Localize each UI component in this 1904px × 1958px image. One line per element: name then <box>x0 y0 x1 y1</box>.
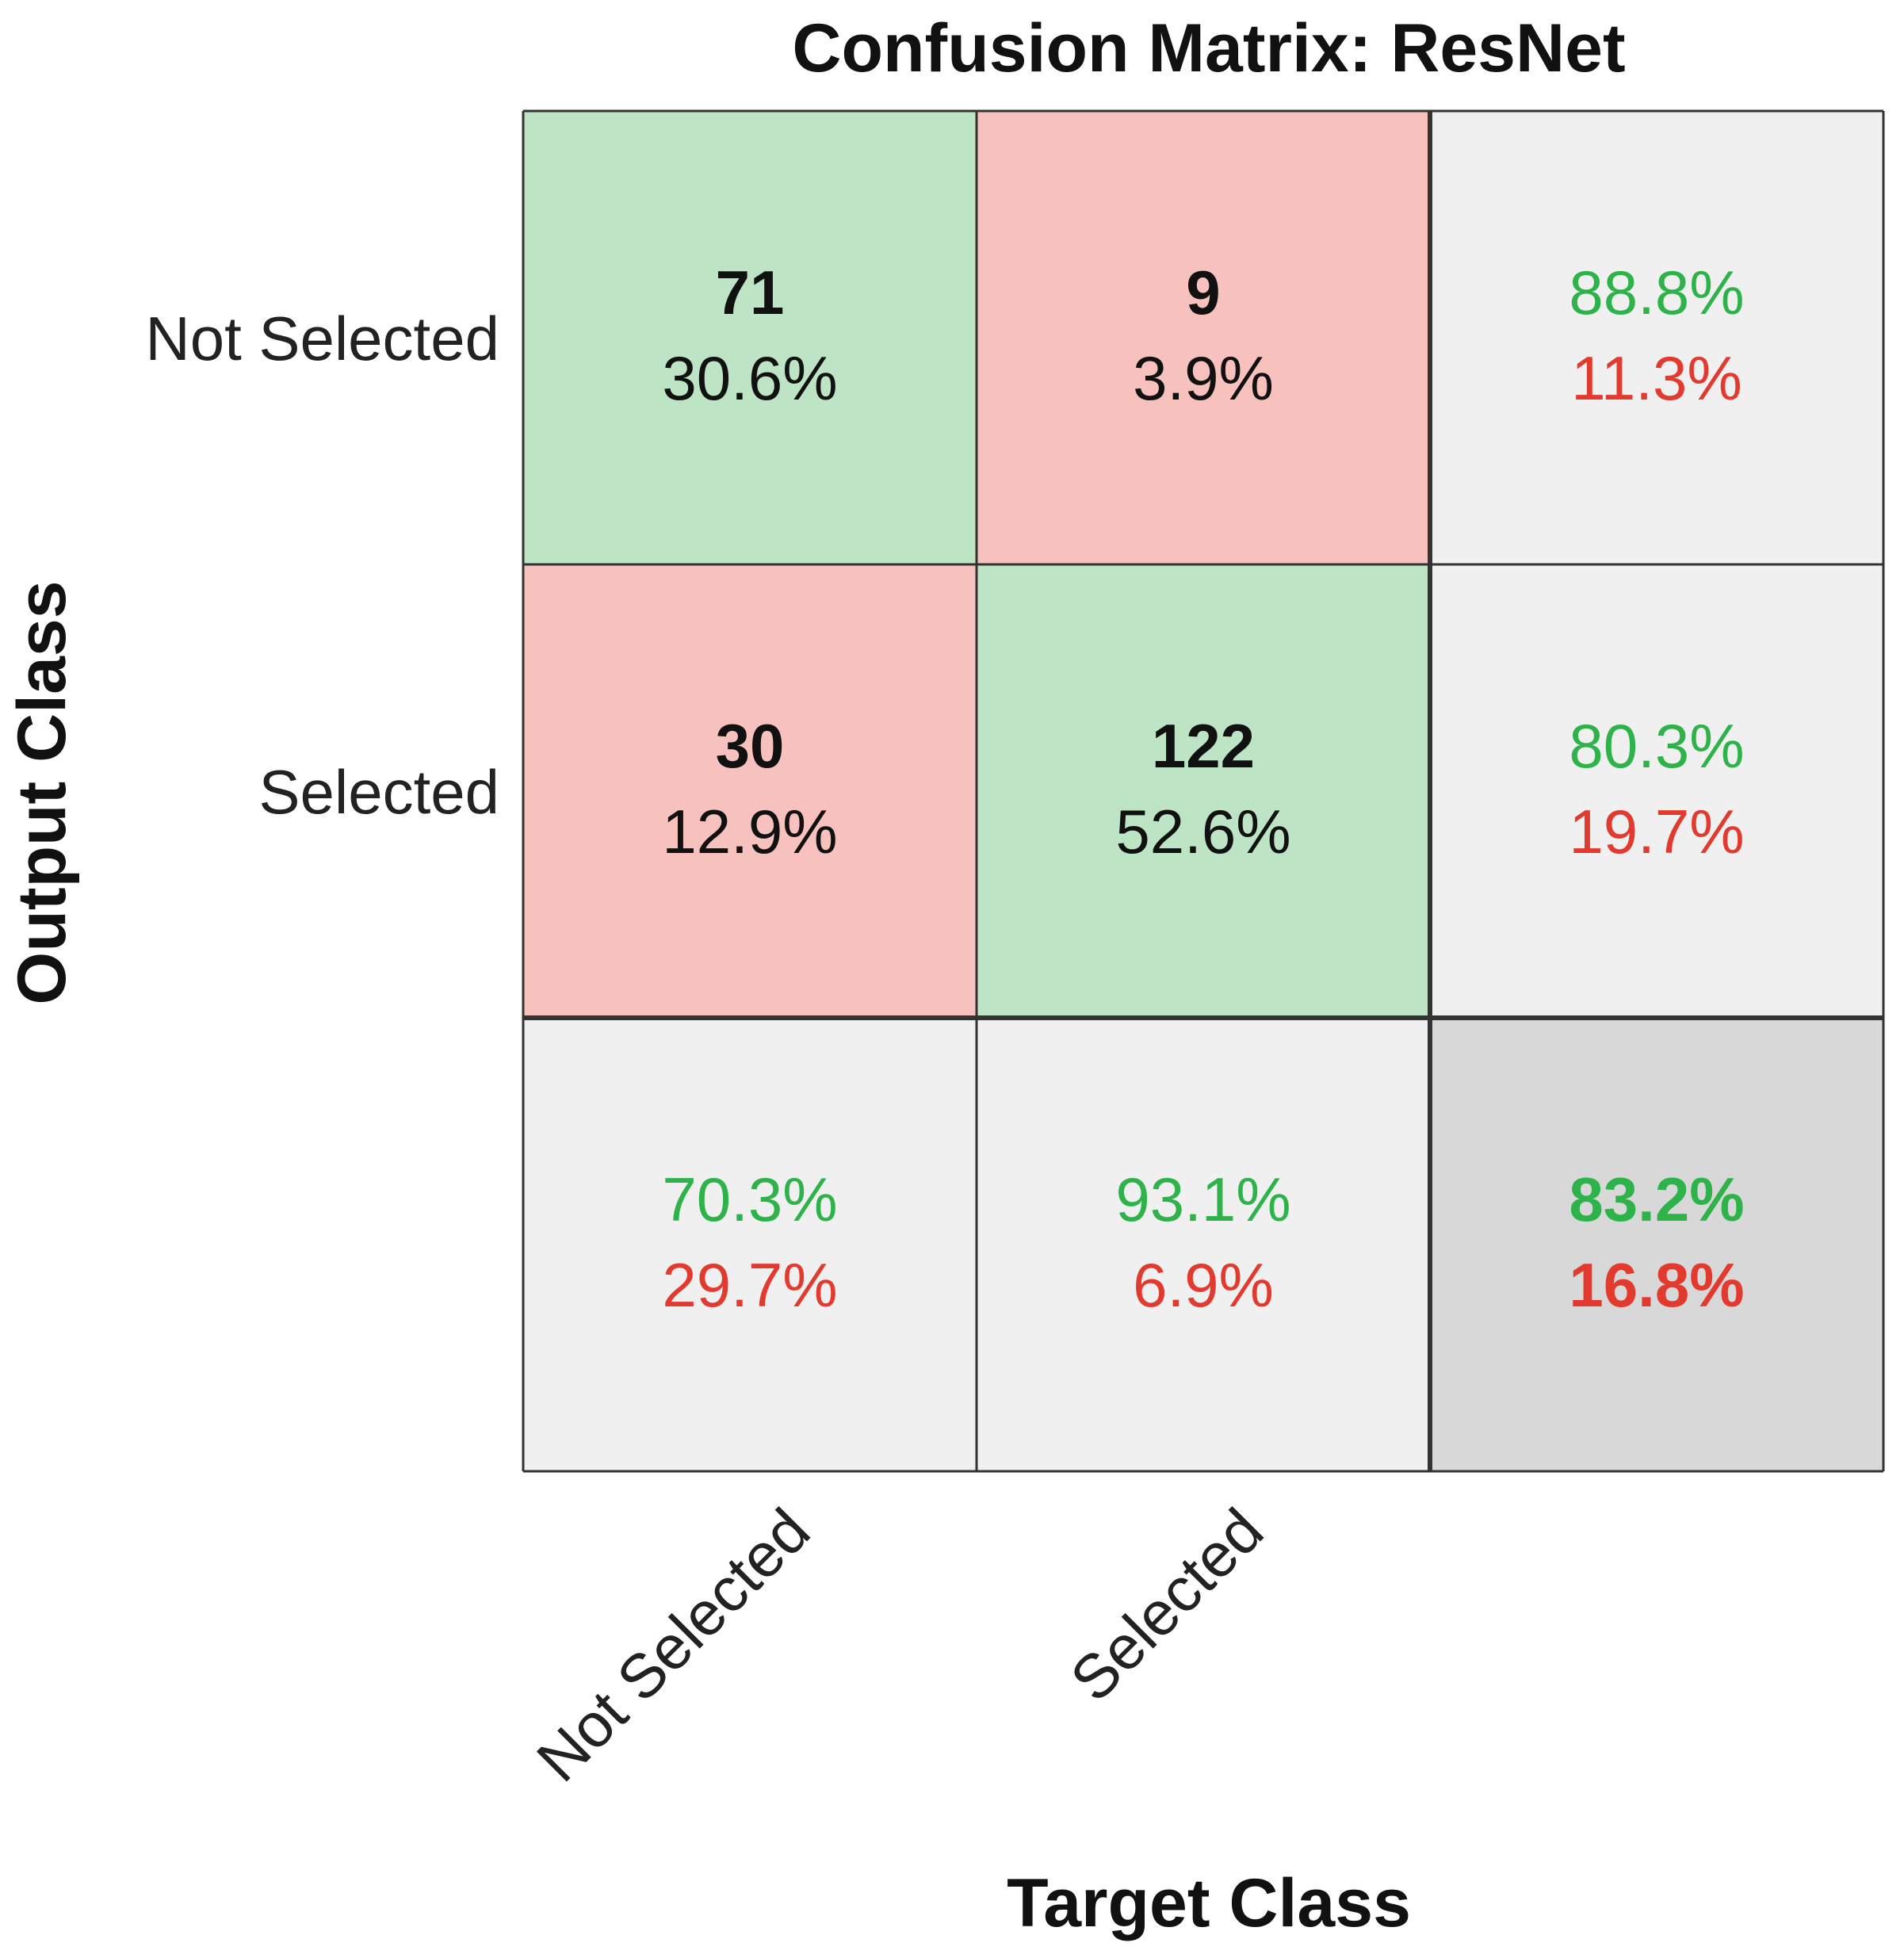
matrix-cell-texts: 71 30.6% 9 3.9% 88.8% 11.3% 30 12.9% 122 52.6% 80.… <box>662 258 1744 1320</box>
summary-correct-label: 83.2% <box>1569 1164 1744 1234</box>
cell-count-label: 30 <box>716 711 785 781</box>
matrix-cells <box>523 111 1883 1471</box>
matrix-cell <box>977 111 1430 564</box>
matrix-cell <box>1430 111 1883 564</box>
matrix-cell <box>1430 564 1883 1018</box>
cell-count-label: 71 <box>716 258 785 327</box>
cell-percent-label: 52.6% <box>1115 797 1290 866</box>
cell-percent-label: 30.6% <box>662 343 837 413</box>
matrix-cell <box>1430 1018 1883 1471</box>
matrix-cell <box>523 111 977 564</box>
summary-error-label: 29.7% <box>662 1250 837 1320</box>
matrix-cell <box>523 564 977 1018</box>
cell-percent-label: 12.9% <box>662 797 837 866</box>
summary-error-label: 16.8% <box>1569 1250 1744 1320</box>
matrix-cell <box>523 1018 977 1471</box>
row-tick-label: Not Selected <box>145 304 499 373</box>
cell-percent-label: 3.9% <box>1133 343 1274 413</box>
matrix-cell <box>977 564 1430 1018</box>
row-tick-label: Selected <box>258 757 499 827</box>
cell-count-label: 9 <box>1186 258 1220 327</box>
summary-error-label: 19.7% <box>1569 797 1744 866</box>
chart-title: Confusion Matrix: ResNet <box>792 10 1625 86</box>
matrix-cell <box>977 1018 1430 1471</box>
summary-correct-label: 93.1% <box>1115 1164 1290 1234</box>
summary-correct-label: 88.8% <box>1569 258 1744 327</box>
summary-correct-label: 80.3% <box>1569 711 1744 781</box>
x-axis-label: Target Class <box>1007 1865 1411 1941</box>
cell-count-label: 122 <box>1152 711 1255 781</box>
y-axis-label: Output Class <box>4 580 80 1004</box>
summary-correct-label: 70.3% <box>662 1164 837 1234</box>
matrix-grid-lines <box>522 109 1885 1473</box>
summary-error-label: 6.9% <box>1133 1250 1274 1320</box>
summary-error-label: 11.3% <box>1571 343 1742 413</box>
